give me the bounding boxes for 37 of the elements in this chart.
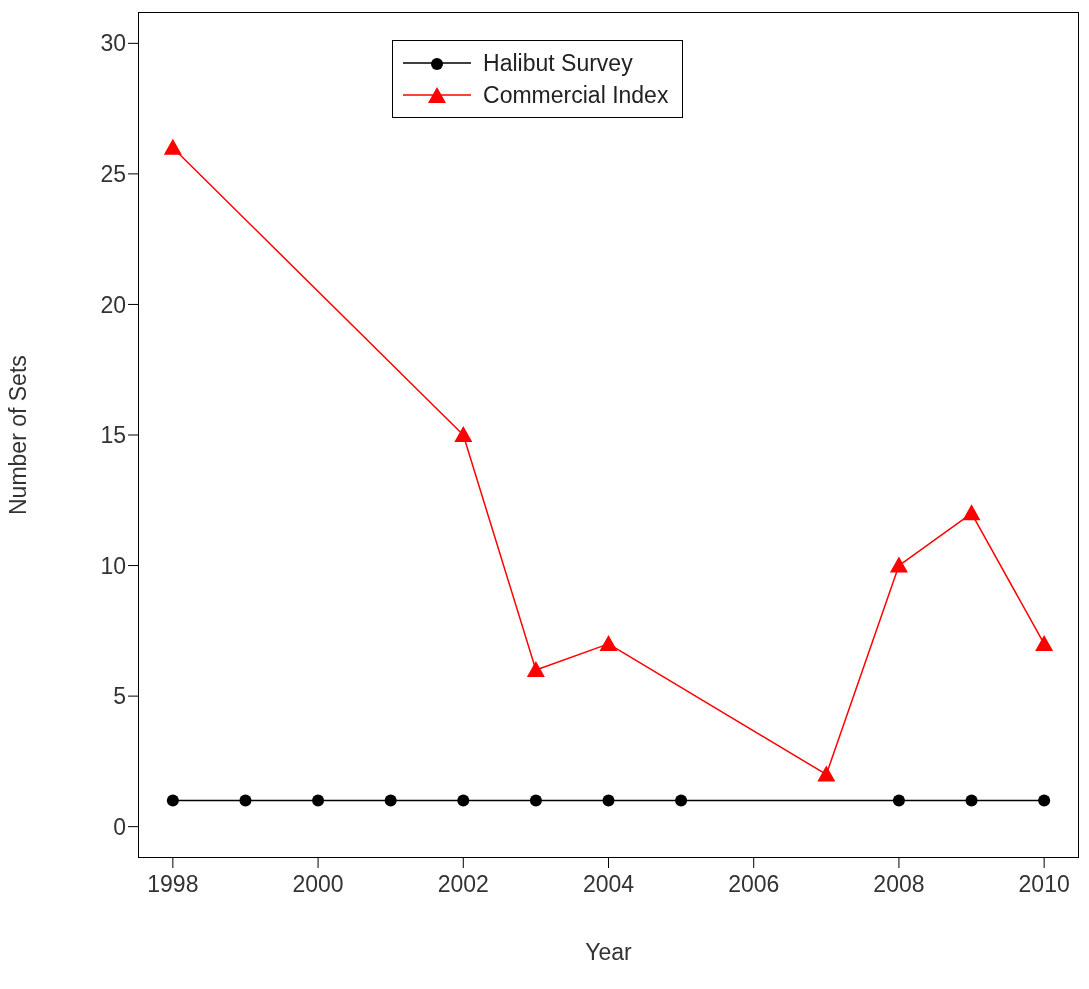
y-tick-label: 10	[100, 552, 126, 579]
y-axis-title: Number of Sets	[5, 355, 32, 515]
y-tick-label: 20	[100, 291, 126, 318]
point	[675, 794, 688, 807]
point	[599, 634, 618, 651]
point	[817, 765, 836, 782]
point	[602, 794, 615, 807]
y-tick-label: 30	[100, 30, 126, 57]
point	[892, 794, 905, 807]
x-tick-label: 2006	[728, 871, 780, 898]
x-axis-title: Year	[585, 939, 633, 965]
point	[889, 556, 908, 573]
x-tick-label: 2010	[1018, 871, 1070, 898]
point	[1038, 794, 1051, 807]
x-tick-label: 2002	[437, 871, 489, 898]
point	[166, 794, 179, 807]
y-tick-label: 25	[100, 161, 126, 188]
point	[962, 504, 981, 521]
x-tick-label: 1998	[147, 871, 199, 898]
point	[1035, 634, 1054, 651]
x-tick-label: 2008	[873, 871, 925, 898]
y-tick-label: 15	[100, 422, 126, 449]
point	[312, 794, 325, 807]
point	[454, 426, 473, 442]
point	[457, 794, 470, 807]
point	[384, 794, 397, 807]
x-tick-label: 2000	[292, 871, 344, 898]
y-tick-label: 5	[113, 683, 126, 710]
x-tick-label: 2004	[582, 871, 635, 898]
point	[239, 794, 252, 807]
legend-label: Commercial Index	[483, 81, 669, 109]
point	[529, 794, 542, 807]
point	[163, 138, 182, 155]
y-tick-label: 0	[113, 813, 126, 840]
legend-label: Halibut Survey	[483, 49, 633, 77]
point	[526, 661, 545, 677]
point	[965, 794, 978, 807]
